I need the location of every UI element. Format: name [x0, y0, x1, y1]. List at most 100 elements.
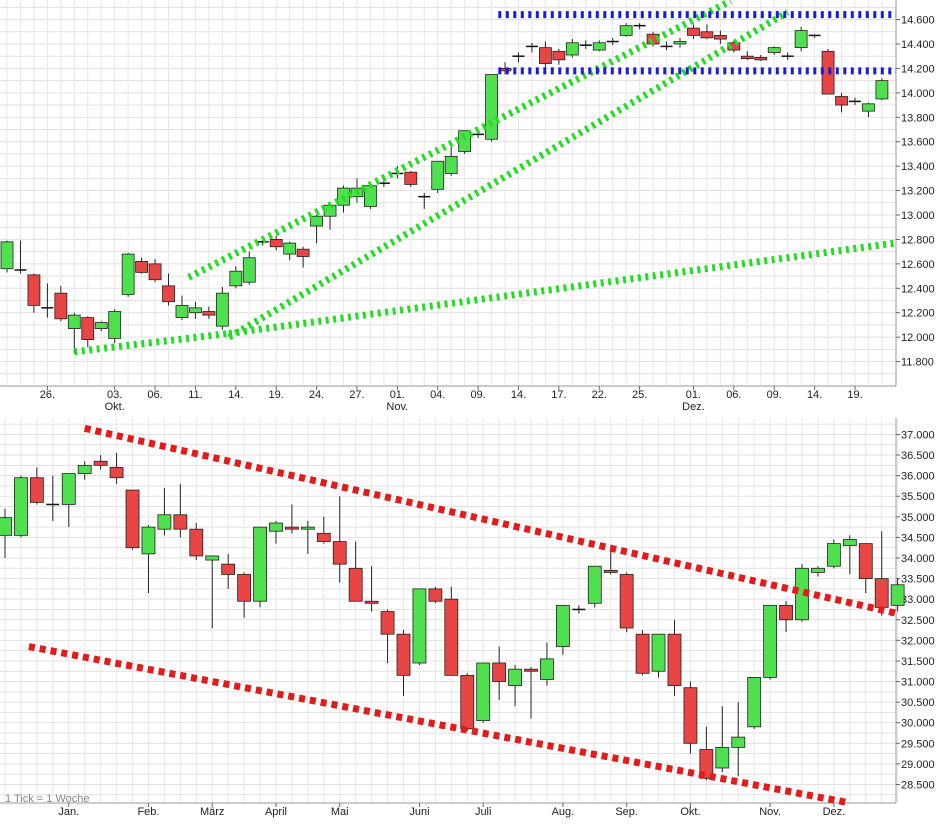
candle-body-down: [874, 578, 889, 608]
candle: [46, 475, 60, 521]
candle: [485, 74, 498, 142]
candle: [492, 646, 507, 701]
candle: [606, 37, 619, 46]
candle-body-up: [205, 555, 220, 561]
candle: [842, 535, 857, 575]
x-tick-label: 24.: [309, 389, 324, 401]
candle: [108, 309, 122, 344]
y-tick-label: 29.000: [901, 759, 935, 771]
candle: [874, 531, 889, 616]
y-tick-label: 32.500: [901, 615, 935, 627]
candle-body-up: [229, 270, 243, 287]
candle-body-down: [603, 569, 618, 573]
candle: [651, 633, 666, 678]
candle-body-up: [253, 526, 267, 602]
candle-body-down: [713, 35, 727, 40]
y-tick-label: 32.000: [901, 635, 935, 647]
candle: [687, 24, 700, 40]
candle-body-up: [811, 567, 825, 573]
candle: [875, 78, 889, 101]
candle-body-down: [683, 687, 698, 744]
trendline: [28, 643, 851, 807]
candle-body-up: [673, 41, 687, 45]
x-tick-label: März: [200, 806, 224, 818]
x-tick-sublabel: Okt.: [105, 401, 125, 413]
candle-body-down: [835, 96, 848, 106]
candle-body-up: [619, 25, 633, 36]
x-tick-label: Okt.: [680, 806, 700, 818]
candle-body-up: [767, 47, 781, 53]
candle: [635, 630, 650, 676]
candle: [94, 321, 108, 332]
candle-body-down: [635, 633, 650, 674]
candle-body-down: [444, 598, 459, 676]
x-tick-label: 25.: [632, 389, 647, 401]
candle-body-down: [29, 477, 44, 503]
candle-body-up: [215, 292, 229, 327]
tick-note: 1 Tick = 1 Woche: [5, 793, 89, 805]
candle: [821, 48, 835, 95]
candle: [29, 467, 44, 505]
candle-body-up: [842, 539, 857, 547]
y-tick-label: 11.800: [901, 357, 934, 369]
candle: [215, 287, 229, 330]
candle: [14, 240, 27, 274]
candle-body-up: [556, 604, 570, 647]
candle: [296, 246, 310, 268]
candle-body-up: [540, 658, 554, 680]
x-tick-label: 09.: [767, 389, 782, 401]
candle-body-down: [380, 611, 395, 635]
candle: [794, 26, 808, 52]
candle: [316, 516, 331, 544]
candle: [476, 662, 491, 723]
candle: [109, 453, 124, 484]
candle-body-up: [747, 677, 762, 728]
candle: [148, 258, 162, 283]
candle-body-up: [731, 736, 746, 748]
candle: [715, 706, 730, 773]
price-chart-lower: 37.000 36.500 36.000 35.500 35.000 34.500 34.0…: [0, 418, 935, 818]
x-tick-label: 06.: [726, 389, 741, 401]
candle: [826, 539, 841, 569]
y-tick-label: 12.800: [901, 234, 935, 246]
candle: [747, 677, 762, 729]
candle-body-up: [364, 185, 377, 207]
candle-body-down: [93, 460, 108, 466]
candle: [862, 102, 875, 118]
candle: [539, 41, 552, 73]
x-tick-label: 04.: [430, 389, 445, 401]
x-tick-label: 17.: [551, 389, 566, 401]
candle: [525, 42, 538, 53]
candle-body-up: [157, 514, 172, 530]
candle-body-up: [458, 130, 472, 152]
candle-body-down: [552, 50, 566, 61]
y-tick-label: 12.400: [901, 283, 935, 295]
y-tick-label: 13.600: [901, 137, 935, 149]
candle-body-down: [858, 543, 873, 579]
candle: [237, 572, 252, 618]
candle-body-up: [715, 747, 730, 769]
candle-body-up: [444, 155, 458, 174]
candle: [428, 586, 443, 604]
candle-body-up: [310, 215, 323, 227]
y-tick-label: 35.000: [901, 512, 935, 524]
y-tick-label: 13.000: [901, 210, 935, 222]
candle: [162, 273, 175, 306]
candle-body-up: [0, 517, 12, 536]
candle-body-up: [485, 74, 498, 140]
x-tick-label: 19.: [269, 389, 284, 401]
candle: [667, 619, 682, 696]
candle-body-up: [94, 322, 108, 329]
x-tick-label: Feb.: [137, 806, 159, 818]
candle: [27, 273, 41, 313]
candle-body-down: [316, 532, 331, 542]
candle: [380, 609, 395, 663]
candle: [660, 41, 673, 51]
y-tick-label: 14.600: [901, 15, 935, 27]
candle: [253, 526, 267, 608]
candle-body-up: [175, 304, 189, 318]
candle-body-up: [431, 160, 445, 190]
candle-body-down: [202, 311, 216, 316]
candle: [781, 52, 794, 60]
y-tick-label: 14.200: [901, 63, 935, 75]
